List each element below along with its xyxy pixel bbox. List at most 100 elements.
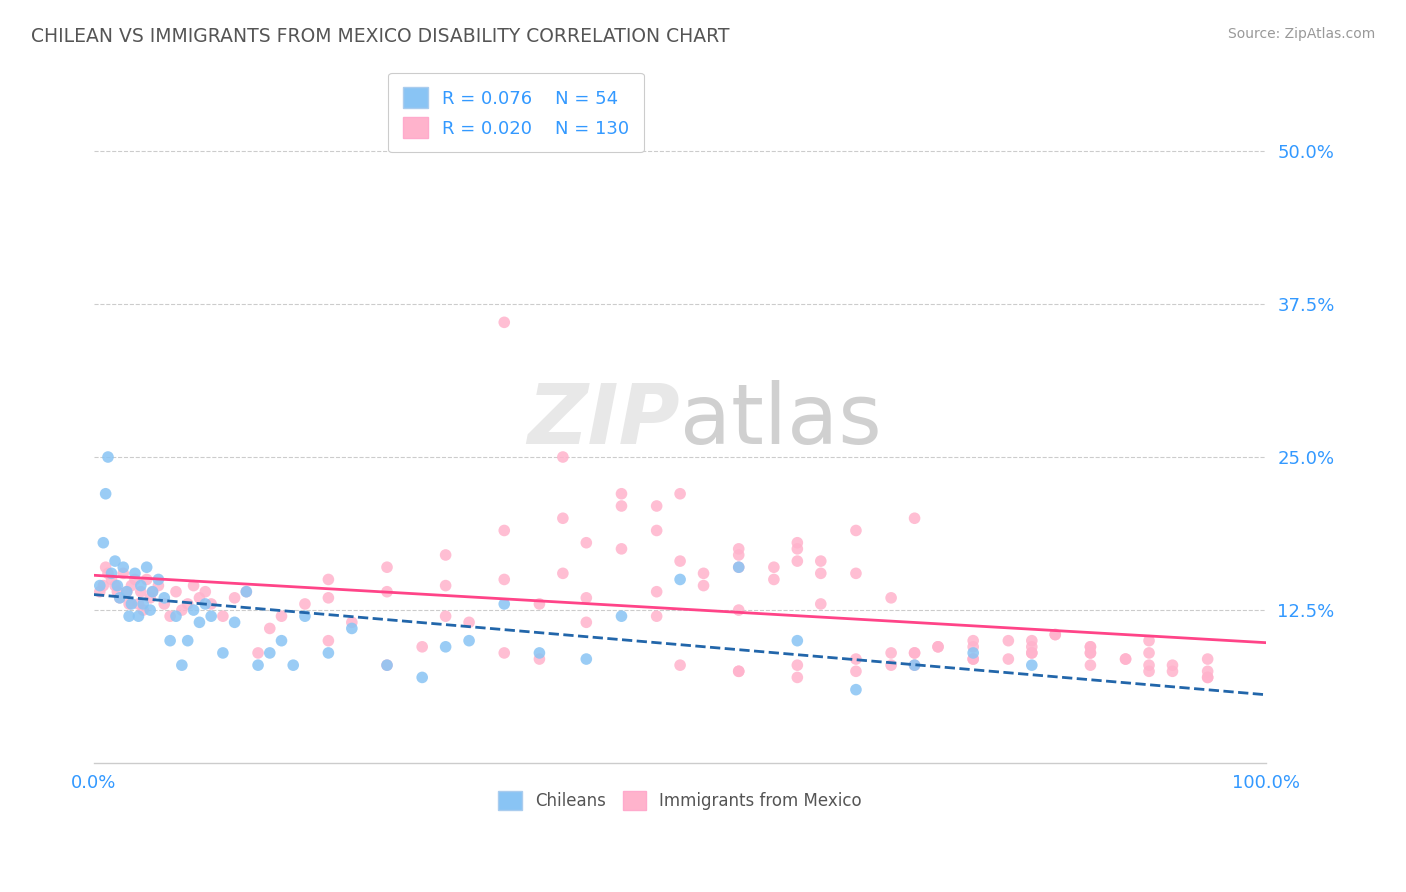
Point (118, 597, 141, 611)
Point (318, 646, 340, 660)
Point (94, 560, 117, 574)
Point (118, 609, 141, 624)
Point (194, 584, 217, 599)
Point (100, 566, 122, 581)
Point (127, 597, 149, 611)
Point (91, 578, 114, 592)
Point (494, 597, 516, 611)
Point (1137, 633, 1160, 648)
Point (1080, 646, 1102, 660)
Point (139, 603, 162, 617)
Point (927, 640, 949, 654)
Point (94, 487, 117, 501)
Point (786, 658, 808, 673)
Point (294, 597, 316, 611)
Point (551, 511, 574, 525)
Point (120, 578, 142, 592)
Point (1197, 652, 1219, 666)
Point (1021, 640, 1043, 654)
Point (235, 584, 257, 599)
Point (247, 658, 270, 673)
Point (153, 597, 176, 611)
Point (903, 658, 925, 673)
Point (270, 609, 292, 624)
Point (97, 566, 120, 581)
Point (91, 535, 114, 549)
Point (494, 573, 516, 587)
Point (200, 597, 222, 611)
Point (529, 597, 551, 611)
Point (177, 633, 200, 648)
Point (575, 591, 598, 605)
Point (575, 535, 598, 549)
Point (727, 603, 749, 617)
Point (786, 535, 808, 549)
Point (669, 573, 692, 587)
Point (962, 646, 984, 660)
Point (224, 615, 246, 630)
Point (170, 658, 193, 673)
Point (610, 487, 633, 501)
Point (927, 640, 949, 654)
Text: ZIP: ZIP (527, 380, 681, 461)
Point (127, 609, 149, 624)
Point (270, 633, 292, 648)
Point (434, 609, 457, 624)
Point (375, 560, 398, 574)
Point (962, 633, 984, 648)
Point (165, 584, 187, 599)
Point (692, 566, 714, 581)
Point (159, 633, 181, 648)
Point (259, 622, 281, 636)
Point (115, 584, 138, 599)
Point (494, 524, 516, 538)
Point (159, 609, 181, 624)
Point (188, 615, 211, 630)
Point (610, 499, 633, 513)
Point (177, 597, 200, 611)
Point (108, 591, 131, 605)
Point (375, 584, 398, 599)
Point (669, 554, 692, 568)
Point (810, 554, 832, 568)
Point (340, 622, 363, 636)
Point (1080, 658, 1102, 673)
Point (148, 578, 170, 592)
Point (1080, 646, 1102, 660)
Point (1137, 665, 1160, 679)
Point (903, 646, 925, 660)
Point (224, 591, 246, 605)
Point (1080, 640, 1102, 654)
Point (880, 658, 903, 673)
Point (1080, 640, 1102, 654)
Point (786, 554, 808, 568)
Point (727, 665, 749, 679)
Point (104, 578, 127, 592)
Point (141, 584, 163, 599)
Point (762, 573, 785, 587)
Point (1137, 646, 1160, 660)
Point (845, 682, 868, 697)
Point (845, 665, 868, 679)
Point (1021, 658, 1043, 673)
Point (1021, 646, 1043, 660)
Point (283, 658, 305, 673)
Point (112, 560, 135, 574)
Point (129, 584, 152, 599)
Point (810, 566, 832, 581)
Point (108, 591, 131, 605)
Point (194, 597, 217, 611)
Point (880, 646, 903, 660)
Point (1137, 658, 1160, 673)
Point (997, 633, 1019, 648)
Point (786, 541, 808, 556)
Point (1021, 646, 1043, 660)
Point (727, 560, 749, 574)
Point (434, 548, 457, 562)
Point (529, 646, 551, 660)
Point (610, 541, 633, 556)
Point (375, 658, 398, 673)
Point (294, 609, 316, 624)
Point (411, 640, 433, 654)
Point (962, 652, 984, 666)
